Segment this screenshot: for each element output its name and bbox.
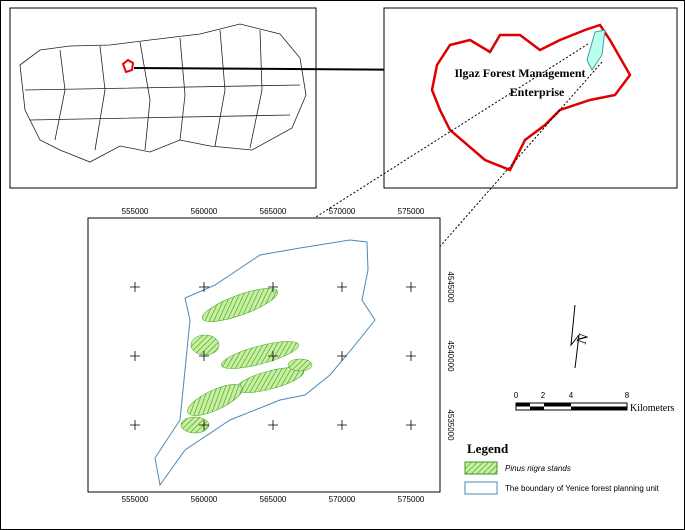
grid-cross: [199, 282, 209, 292]
x-tick-label: 570000: [329, 207, 356, 216]
x-tick-label: 575000: [398, 495, 425, 504]
grid-cross: [268, 420, 278, 430]
grid-cross: [406, 351, 416, 361]
grid-cross: [268, 351, 278, 361]
scale-label: 0: [514, 391, 519, 400]
x-tick-label: 570000: [329, 495, 356, 504]
legend-item: Pinus nigra stands: [505, 464, 571, 473]
grid-cross: [130, 420, 140, 430]
grid-cross: [199, 351, 209, 361]
turkey-frame: [9, 7, 317, 189]
turkey-map: [19, 23, 307, 163]
legend-swatch: [464, 461, 498, 475]
yenice-boundary: [154, 239, 376, 487]
scale-label: 4: [569, 391, 574, 400]
legend-swatch: [464, 481, 498, 495]
grid-cross: [337, 420, 347, 430]
grid-cross: [130, 282, 140, 292]
grid-cross: [199, 420, 209, 430]
yenice-small: [586, 29, 606, 71]
x-tick-label: 565000: [260, 207, 287, 216]
scale-label: 2: [541, 391, 546, 400]
legend-item: The boundary of Yenice forest planning u…: [505, 484, 660, 493]
x-tick-label: 560000: [191, 495, 218, 504]
north-arrow: [570, 304, 580, 369]
y-tick-label: 4535000: [446, 409, 455, 441]
grid-cross: [337, 351, 347, 361]
x-tick-label: 565000: [260, 495, 287, 504]
ilgaz-location: [121, 58, 135, 74]
x-tick-label: 555000: [122, 207, 149, 216]
inset-title: Enterprise: [510, 85, 565, 99]
grid-cross: [130, 351, 140, 361]
y-tick-label: 4545000: [446, 271, 455, 303]
x-tick-label: 555000: [122, 495, 149, 504]
grid-cross: [337, 282, 347, 292]
inset-frame: [383, 7, 678, 189]
pinus-stands: [180, 288, 313, 434]
scale-unit: Kilometers: [630, 403, 675, 414]
dotted-arrow: [305, 61, 603, 400]
inset-title: Ilgaz Forest Management: [454, 66, 585, 80]
scale-bar: [515, 402, 628, 411]
north-label: N: [575, 332, 593, 347]
x-tick-label: 560000: [191, 207, 218, 216]
grid-cross: [268, 282, 278, 292]
y-tick-label: 4540000: [446, 340, 455, 372]
x-tick-label: 575000: [398, 207, 425, 216]
scale-label: 8: [625, 391, 630, 400]
grid-cross: [406, 420, 416, 430]
ilgaz-boundary: [430, 23, 632, 172]
legend-title: Legend: [467, 441, 509, 456]
grid-cross: [406, 282, 416, 292]
